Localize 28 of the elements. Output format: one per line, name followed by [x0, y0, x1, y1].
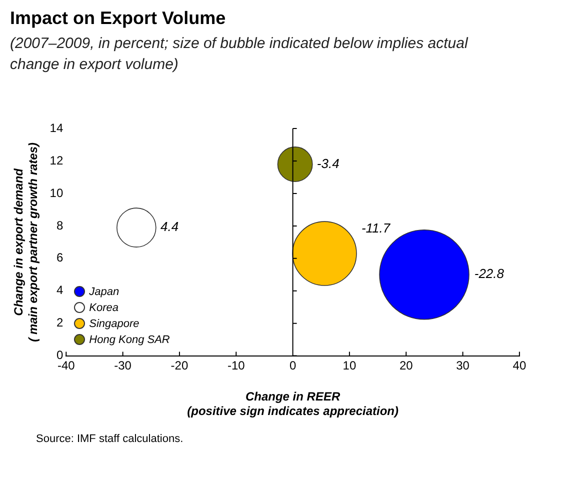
x-axis-title: Change in REER (positive sign indicates appreciation) — [187, 390, 398, 418]
chart-subtitle: (2007–2009, in percent; size of bubble indicated below implies actual change in export volume) — [10, 34, 470, 75]
annotation: -22.8 — [474, 266, 505, 282]
legend-label: Singapore — [89, 318, 140, 330]
y-tick-label: 8 — [56, 218, 64, 232]
x-tick-label: 20 — [399, 358, 414, 372]
legend-label: Korea — [89, 302, 118, 314]
source-note: Source: IMF staff calculations. — [36, 433, 184, 445]
annotation: -11.7 — [361, 220, 391, 236]
y-tick-label: 12 — [50, 153, 64, 168]
y-tick-label: 4 — [56, 283, 64, 298]
x-tick-label: -30 — [114, 358, 132, 372]
x-tick-label: -10 — [227, 358, 246, 372]
annotation: 4.4 — [160, 219, 179, 234]
legend-label: Hong Kong SAR — [89, 334, 170, 346]
x-tick-label: 30 — [456, 358, 470, 372]
x-tick-label: -20 — [170, 358, 188, 372]
y-axis-title: Change in export demand ( main export partner growth rates) — [12, 142, 40, 342]
x-tick-label: 0 — [289, 358, 296, 372]
y-tick-label: 2 — [56, 316, 64, 330]
y-tick-label: 6 — [56, 250, 64, 265]
y-tick-label: 14 — [50, 120, 64, 135]
annotation: -3.4 — [316, 156, 340, 171]
x-tick-label: 10 — [342, 358, 356, 372]
y-tick-label: 10 — [50, 186, 64, 200]
x-tick-label: 40 — [512, 358, 526, 372]
chart-title: Impact on Export Volume — [10, 8, 227, 29]
legend-label: Japan — [89, 286, 120, 298]
